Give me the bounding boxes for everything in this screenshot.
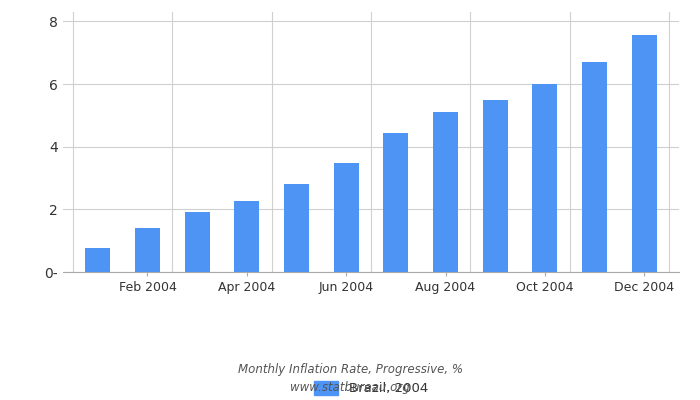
Bar [284, 184, 309, 272]
Legend: Brazil, 2004: Brazil, 2004 [309, 376, 433, 400]
Bar [85, 248, 110, 272]
Bar [135, 228, 160, 272]
Bar [632, 35, 657, 272]
Bar [185, 212, 209, 272]
Bar [483, 100, 507, 272]
Bar [582, 62, 607, 272]
Bar [334, 163, 358, 272]
Bar [533, 84, 557, 272]
Bar [433, 112, 458, 272]
Bar [384, 133, 408, 272]
Text: Monthly Inflation Rate, Progressive, %: Monthly Inflation Rate, Progressive, % [237, 364, 463, 376]
Bar [234, 201, 259, 272]
Text: www.statbureau.org: www.statbureau.org [290, 382, 410, 394]
